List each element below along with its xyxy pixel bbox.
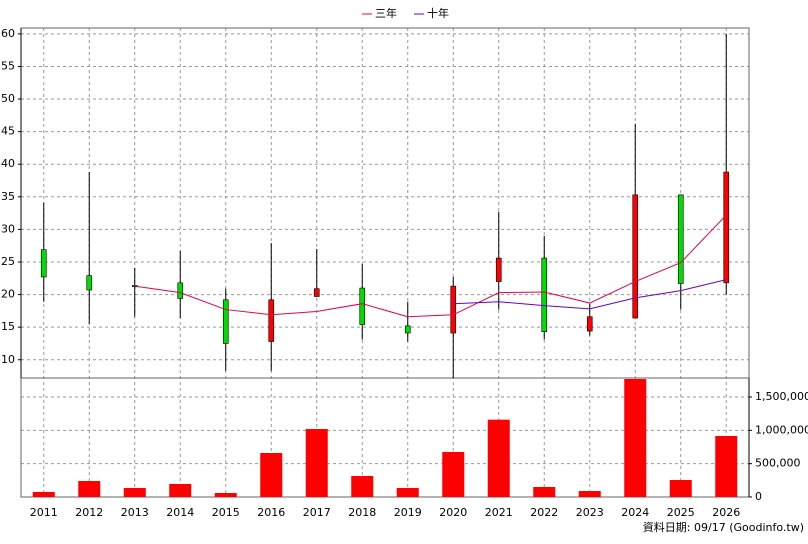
x-tick-label: 2015 xyxy=(212,506,240,519)
volume-bar xyxy=(351,476,374,497)
candle-body xyxy=(495,257,502,282)
candle-body xyxy=(677,194,684,284)
candle-body xyxy=(359,287,366,325)
y2-tick-label: 500,000 xyxy=(755,457,801,470)
legend-label: 三年 xyxy=(375,6,397,20)
x-tick-label: 2019 xyxy=(394,506,422,519)
x-tick-label: 2024 xyxy=(621,506,649,519)
volume-bar xyxy=(214,493,237,497)
candle-body xyxy=(723,171,730,284)
y-tick-label: 40 xyxy=(1,157,15,170)
line-series xyxy=(453,279,727,310)
volume-bar xyxy=(32,492,55,497)
x-tick-label: 2018 xyxy=(348,506,376,519)
candle-body xyxy=(586,316,593,332)
y-tick-label: 55 xyxy=(1,59,15,72)
x-tick-label: 2020 xyxy=(439,506,467,519)
volume-bar xyxy=(533,487,556,497)
volume-bar xyxy=(260,453,283,497)
candle-body xyxy=(40,249,47,278)
x-tick-label: 2013 xyxy=(121,506,149,519)
volume-bar xyxy=(123,488,146,497)
y2-tick-label: 1,000,000 xyxy=(755,423,808,436)
legend-label: 十年 xyxy=(427,6,449,20)
volume-bar xyxy=(396,488,419,497)
candle-body xyxy=(404,325,411,334)
x-tick-label: 2026 xyxy=(712,506,740,519)
y-tick-label: 30 xyxy=(1,222,15,235)
volume-bar xyxy=(442,452,465,497)
y-tick-label: 50 xyxy=(1,92,15,105)
candle-body xyxy=(222,299,229,344)
candle-body xyxy=(86,275,93,291)
y-tick-label: 20 xyxy=(1,288,15,301)
y-tick-label: 25 xyxy=(1,255,15,268)
volume-bar xyxy=(669,480,692,497)
volume-bar xyxy=(715,436,738,497)
volume-bar xyxy=(624,379,647,497)
x-tick-label: 2016 xyxy=(257,506,285,519)
x-tick-label: 2022 xyxy=(530,506,558,519)
x-tick-label: 2014 xyxy=(166,506,194,519)
x-tick-label: 2023 xyxy=(576,506,604,519)
y-tick-label: 35 xyxy=(1,190,15,203)
x-tick-label: 2012 xyxy=(75,506,103,519)
x-tick-label: 2025 xyxy=(667,506,695,519)
volume-bar xyxy=(578,491,601,497)
volume-bar xyxy=(169,484,192,497)
volume-bar xyxy=(305,429,328,497)
x-tick-label: 2011 xyxy=(30,506,58,519)
candle-body xyxy=(541,257,548,333)
y-tick-label: 10 xyxy=(1,353,15,366)
line-series xyxy=(134,214,727,318)
candle-body xyxy=(268,299,275,342)
candle-body xyxy=(177,282,184,299)
y-tick-label: 60 xyxy=(1,27,15,40)
y2-tick-label: 0 xyxy=(755,490,762,503)
y2-tick-label: 1,500,000 xyxy=(755,390,808,403)
candle-body xyxy=(632,194,639,319)
y-tick-label: 45 xyxy=(1,125,15,138)
footer: 資料日期: 09/17 (Goodinfo.tw) xyxy=(643,520,804,534)
candle-body xyxy=(313,288,320,297)
x-tick-label: 2017 xyxy=(303,506,331,519)
y-tick-label: 15 xyxy=(1,320,15,333)
candle-body xyxy=(450,285,457,334)
volume-bar xyxy=(78,481,101,497)
x-tick-label: 2021 xyxy=(485,506,513,519)
volume-bar xyxy=(487,419,510,497)
